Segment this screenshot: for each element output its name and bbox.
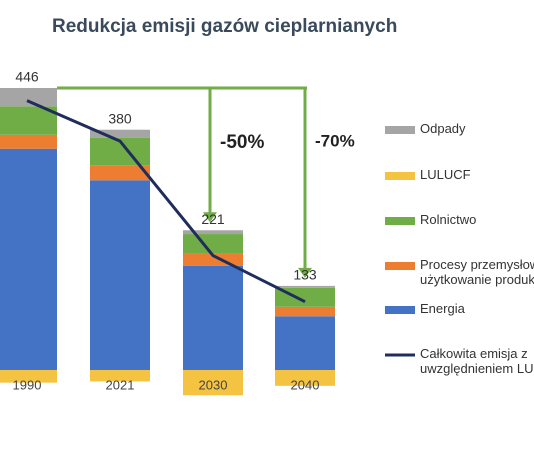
total-label: 133 [293,267,317,283]
legend-swatch [385,262,415,270]
bar-segment [275,306,335,317]
legend-label: Energia [420,301,466,316]
total-line [26,99,306,304]
bar-segment [275,316,335,370]
bar-segment [183,230,243,235]
x-tick-label: 1990 [13,377,42,392]
bar-segment [183,265,243,370]
bar-segment [0,134,57,149]
total-label: 380 [108,110,132,126]
annotation: -70% [315,131,355,150]
bar-segment [90,180,150,370]
legend-swatch [385,306,415,314]
total-label: 221 [201,211,225,227]
legend-label: LULUCF [420,167,471,182]
legend-label: Odpady [420,121,466,136]
bar-segment [90,129,150,138]
x-tick-label: 2021 [106,377,135,392]
legend-swatch [385,217,415,225]
arrow-head [298,267,312,278]
bar-segment [90,165,150,181]
bar-segment [183,234,243,254]
legend-label: Całkowita emisja z uwzględnieniem LULUCF [420,346,534,376]
total-label: 446 [15,69,39,85]
legend-label: Rolnictwo [420,212,476,227]
bar-segment [0,370,57,383]
legend-swatch [385,126,415,134]
bar-segment [0,88,57,107]
annotation: -50% [220,132,264,153]
x-tick-label: 2040 [291,377,320,392]
arrow-head [203,212,217,223]
bar-segment [183,370,243,396]
bar-segment [275,370,335,386]
chart-title: Redukcja emisji gazów cieplarnianych [52,16,397,37]
bar-segment [0,148,57,370]
bar-segment [90,370,150,382]
legend-label: Procesy przemysłowe i użytkowanie produk… [420,257,534,287]
x-tick-label: 2030 [199,377,228,392]
legend-swatch [385,172,415,180]
bar-segment [275,285,335,288]
